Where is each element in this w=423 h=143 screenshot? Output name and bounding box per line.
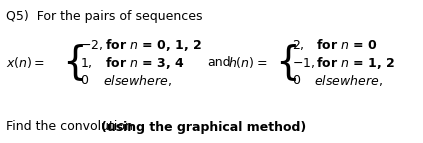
Text: Find the convolution: Find the convolution: [6, 121, 137, 134]
Text: for $n$ = 1, 2: for $n$ = 1, 2: [316, 55, 395, 71]
Text: $0$: $0$: [80, 75, 89, 88]
Text: $x(n) =$: $x(n) =$: [6, 55, 45, 70]
Text: for $n$ = 0, 1, 2: for $n$ = 0, 1, 2: [105, 37, 202, 53]
Text: $-2,$: $-2,$: [80, 38, 103, 52]
Text: {: {: [62, 43, 87, 81]
Text: {: {: [275, 43, 300, 81]
Text: $2,$: $2,$: [292, 38, 305, 52]
Text: $-1,$: $-1,$: [292, 56, 315, 70]
Text: and: and: [207, 56, 231, 69]
Text: for $n$ = 0: for $n$ = 0: [316, 38, 378, 52]
Text: (using the graphical method): (using the graphical method): [101, 121, 306, 134]
Text: $elsewhere,$: $elsewhere,$: [314, 74, 383, 89]
Text: $0$: $0$: [292, 75, 301, 88]
Text: Q5)  For the pairs of sequences: Q5) For the pairs of sequences: [6, 10, 203, 23]
Text: for $n$ = 3, 4: for $n$ = 3, 4: [105, 55, 184, 71]
Text: $h(n) =$: $h(n) =$: [228, 55, 267, 70]
Text: $1,$: $1,$: [80, 56, 93, 70]
Text: $elsewhere,$: $elsewhere,$: [103, 74, 172, 89]
